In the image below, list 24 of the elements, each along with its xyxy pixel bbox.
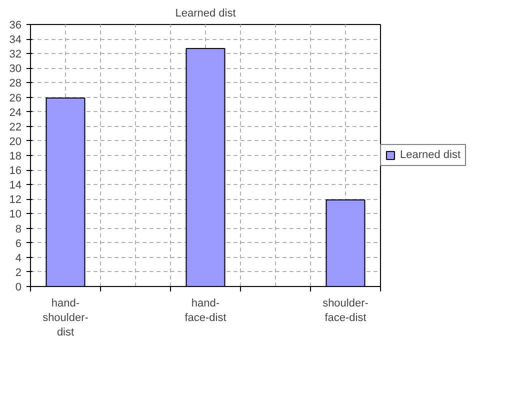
x-tick-label: hand-face-dist (184, 298, 226, 324)
y-tick-label: 32 (9, 48, 22, 61)
x-tick-label: shoulder-face-dist (322, 298, 369, 324)
y-tick-label: 18 (9, 150, 22, 162)
y-tick-label: 26 (9, 92, 22, 104)
y-tick-label: 8 (15, 223, 22, 236)
y-tick-label: 12 (9, 194, 22, 206)
chart-title: Learned dist (175, 8, 236, 20)
legend-label: Learned dist (400, 149, 461, 161)
y-tick-label: 16 (9, 165, 22, 178)
y-tick-label: 34 (9, 34, 22, 46)
y-tick-label: 22 (9, 121, 22, 134)
y-tick-label: 28 (9, 78, 22, 90)
y-tick-label: 6 (15, 238, 22, 250)
y-tick-label: 4 (15, 252, 22, 264)
x-tick-label: hand-shoulder-dist (42, 298, 89, 338)
y-tick-label: 36 (9, 20, 22, 32)
y-tick-label: 0 (15, 282, 22, 294)
y-tick-label: 20 (9, 136, 22, 148)
y-tick-label: 10 (9, 208, 22, 221)
y-tick-label: 30 (9, 63, 22, 76)
y-tick-label: 24 (9, 106, 22, 119)
y-tick-label: 14 (9, 180, 22, 192)
y-tick-label: 2 (15, 266, 22, 279)
